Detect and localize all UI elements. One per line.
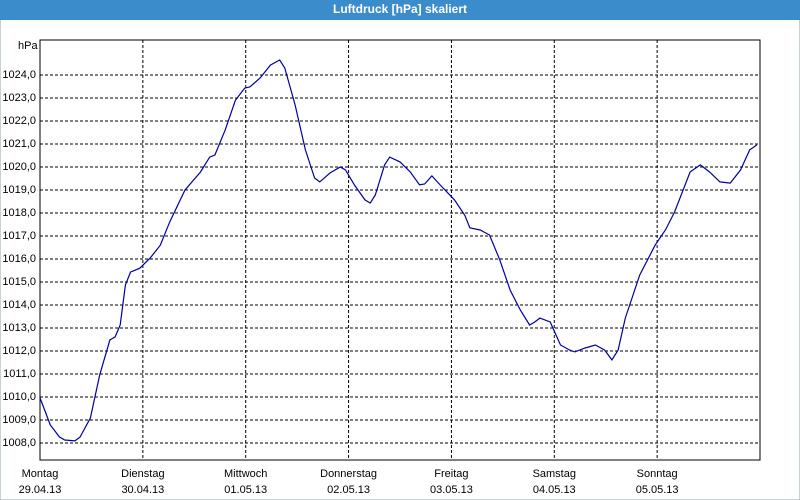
y-tick-label: 1018,0 <box>2 207 36 219</box>
x-tick-label: Montag <box>22 468 59 480</box>
y-tick-label: 1020,0 <box>2 161 36 173</box>
y-tick-label: 1010,0 <box>2 391 36 403</box>
y-tick-label: 1019,0 <box>2 184 36 196</box>
y-tick-label: 1013,0 <box>2 322 36 334</box>
x-tick-label: Donnerstag <box>320 468 377 480</box>
y-tick-label: 1024,0 <box>2 69 36 81</box>
y-tick-label: 1014,0 <box>2 299 36 311</box>
x-tick-label: Freitag <box>434 468 468 480</box>
x-tick-date: 02.05.13 <box>327 484 370 496</box>
pressure-line <box>39 59 758 442</box>
y-tick-label: 1022,0 <box>2 115 36 127</box>
y-tick-label: 1012,0 <box>2 345 36 357</box>
x-tick-date: 01.05.13 <box>224 484 267 496</box>
x-tick-label: Sonntag <box>637 468 678 480</box>
plot-border <box>39 39 761 461</box>
y-tick-label: 1011,0 <box>3 368 36 380</box>
x-tick-date: 05.05.13 <box>636 484 679 496</box>
chart-title: Luftdruck [hPa] skaliert <box>333 2 467 16</box>
y-tick-label: 1015,0 <box>2 276 36 288</box>
x-tick-date: 04.05.13 <box>533 484 576 496</box>
x-tick-label: Mittwoch <box>224 468 267 480</box>
x-tick-label: Dienstag <box>121 468 164 480</box>
x-tick-date: 29.04.13 <box>19 484 62 496</box>
title-bar <box>0 0 800 20</box>
x-tick-date: 03.05.13 <box>430 484 473 496</box>
x-tick-label: Samstag <box>533 468 576 480</box>
y-tick-label: 1008,0 <box>2 437 36 449</box>
y-tick-label: 1016,0 <box>2 253 36 265</box>
y-tick-label: 1021,0 <box>2 138 36 150</box>
x-tick-date: 30.04.13 <box>121 484 164 496</box>
y-tick-label: 1009,0 <box>2 414 36 426</box>
y-tick-label: 1017,0 <box>2 230 36 242</box>
y-tick-label: 1023,0 <box>2 92 36 104</box>
y-axis-label: hPa <box>18 40 38 52</box>
